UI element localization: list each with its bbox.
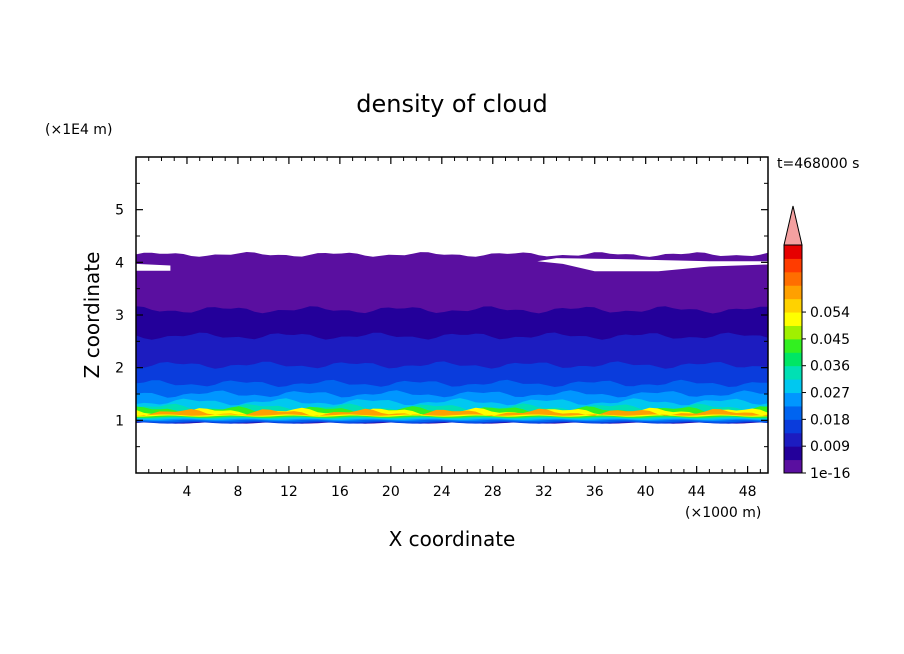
colorbar-swatch: [784, 298, 802, 313]
colorbar-swatch: [784, 271, 802, 286]
x-tick-label: 4: [183, 484, 192, 500]
colorbar-swatch: [784, 459, 802, 474]
colorbar-swatch: [784, 338, 802, 353]
colorbar-tick-label: 0.054: [810, 305, 850, 321]
colorbar-swatch: [784, 245, 802, 259]
colorbar-tick-label: 0.036: [810, 359, 850, 375]
colorbar-frame: [783, 244, 803, 474]
x-tick-label: 32: [535, 484, 553, 500]
chart-title: density of cloud: [356, 90, 547, 118]
colorbar-extend-arrow: [783, 205, 803, 246]
x-axis: 4 8 12 16 20 24 28 32 36 40 44 48: [148, 157, 761, 500]
x-tick-label: 36: [586, 484, 604, 500]
colorbar-swatch: [784, 379, 802, 394]
colorbar-tick-label: 1e-16: [810, 466, 850, 482]
x-axis-label: X coordinate: [389, 527, 516, 551]
colorbar-swatch: [784, 352, 802, 367]
density-band-0.045: [136, 408, 768, 417]
x-tick-label: 28: [484, 484, 502, 500]
colorbar-swatch: [784, 285, 802, 300]
colorbar-swatch: [784, 325, 802, 340]
x-tick-label: 8: [233, 484, 242, 500]
colorbar-swatch: [784, 365, 802, 380]
x-tick-label: 48: [739, 484, 757, 500]
colorbar-tick-label: 0.009: [810, 439, 850, 455]
cloud-gap-right: [537, 258, 768, 272]
cloud-gap-left: [136, 263, 171, 271]
x-tick-label: 24: [433, 484, 451, 500]
y-axis: 1 2 3 4 5: [115, 182, 768, 448]
x-unit-label: (×1000 m): [685, 505, 761, 521]
colorbar-tick-label: 0.027: [810, 386, 850, 402]
colorbar-swatch: [784, 312, 802, 326]
colorbar: 1e-16 0.009 0.018 0.027 0.036 0.045 0.054: [783, 205, 850, 482]
x-tick-label: 40: [637, 484, 655, 500]
y-tick-label: 3: [115, 308, 124, 324]
density-field: [136, 252, 768, 424]
y-tick-label: 5: [115, 203, 124, 219]
x-tick-label: 20: [382, 484, 400, 500]
colorbar-swatch: [784, 432, 802, 447]
y-tick-label: 1: [115, 413, 124, 429]
colorbar-swatch: [784, 446, 802, 461]
x-tick-label: 44: [688, 484, 706, 500]
y-tick-label: 4: [115, 255, 124, 271]
colorbar-tick-label: 0.018: [810, 412, 850, 428]
y-unit-label: (×1E4 m): [45, 122, 112, 138]
colorbar-swatch: [784, 405, 802, 420]
colorbar-swatch: [784, 392, 802, 407]
colorbar-tick-label: 0.045: [810, 332, 850, 348]
colorbar-swatch: [784, 419, 802, 434]
x-tick-label: 12: [280, 484, 298, 500]
y-tick-label: 2: [115, 361, 124, 377]
colorbar-swatch: [784, 258, 802, 273]
y-axis-label: Z coordinate: [80, 252, 104, 379]
time-label: t=468000 s: [777, 156, 859, 172]
x-tick-label: 16: [331, 484, 349, 500]
